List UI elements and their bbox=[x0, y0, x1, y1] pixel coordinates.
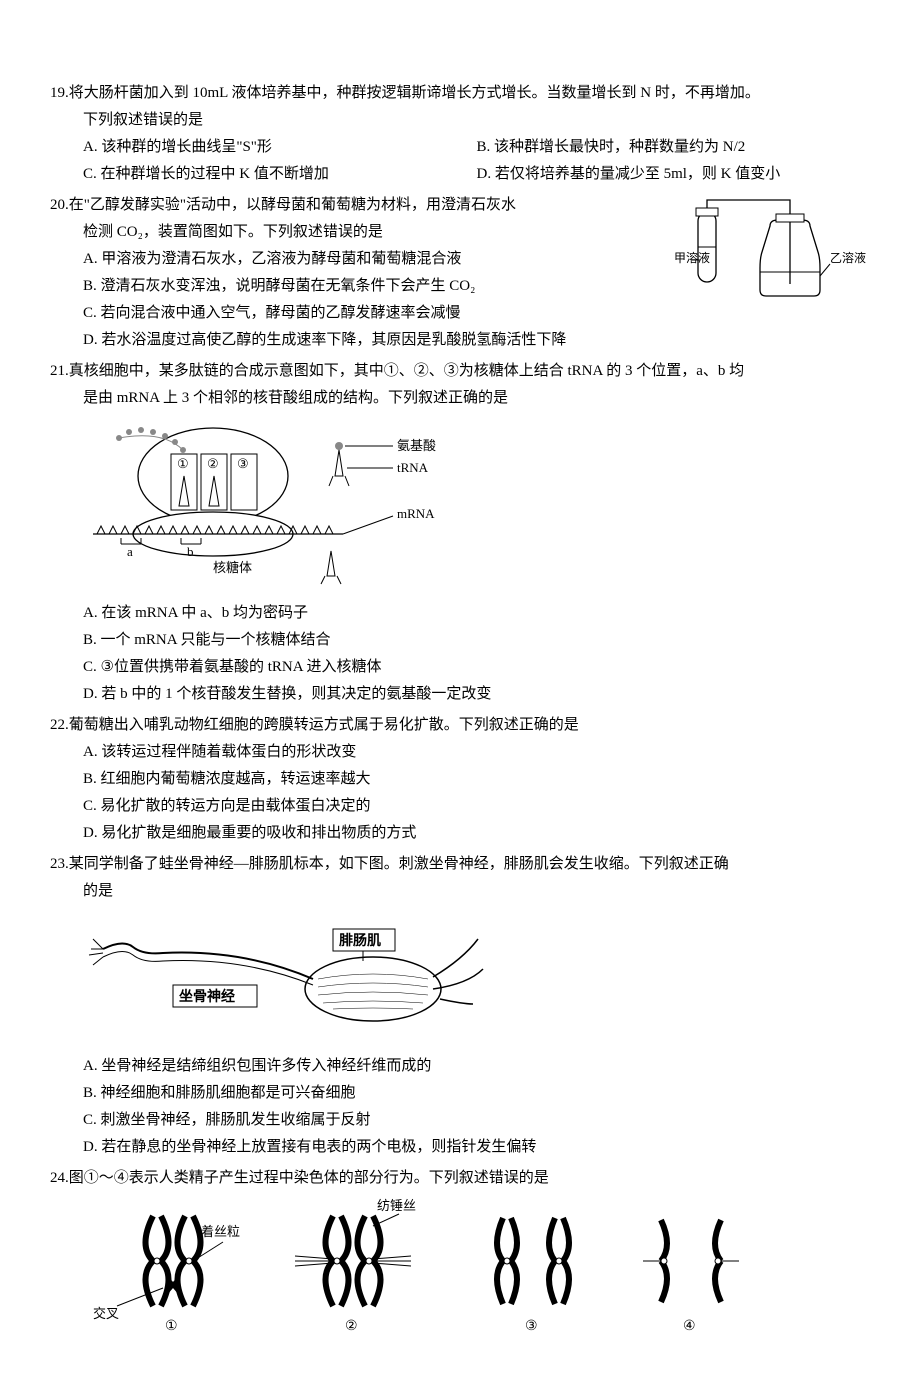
q23-stem2: 的是 bbox=[50, 878, 870, 905]
q22-stem: 22.葡萄糖出入哺乳动物红细胞的跨膜转运方式属于易化扩散。下列叙述正确的是 bbox=[50, 712, 870, 739]
q20-stem1: 在"乙醇发酵实验"活动中，以酵母菌和葡萄糖为材料，用澄清石灰水 bbox=[69, 197, 516, 213]
q21-option-a: A. 在该 mRNA 中 a、b 均为密码子 bbox=[50, 600, 870, 627]
q21-option-b: B. 一个 mRNA 只能与一个核糖体结合 bbox=[50, 627, 870, 654]
q23-option-d: D. 若在静息的坐骨神经上放置接有电表的两个电极，则指针发生偏转 bbox=[50, 1134, 870, 1161]
q22-number: 22. bbox=[50, 717, 69, 733]
q22-option-d: D. 易化扩散是细胞最重要的吸收和排出物质的方式 bbox=[50, 820, 870, 847]
q24-mark3: ③ bbox=[525, 1319, 538, 1334]
q20-label-left: 甲溶液 bbox=[674, 250, 710, 265]
q20-figure: 甲溶液 乙溶液 bbox=[670, 192, 870, 322]
q21-option-c: C. ③位置供携带着氨基酸的 tRNA 进入核糖体 bbox=[50, 654, 870, 681]
q23-figure: 坐骨神经 腓肠肌 bbox=[83, 909, 870, 1049]
q24-mark2: ② bbox=[345, 1319, 358, 1334]
q21-stem2: 是由 mRNA 上 3 个相邻的核苷酸组成的结构。下列叙述正确的是 bbox=[50, 385, 870, 412]
q24-figure: 着丝粒 交叉 ① 纺锤丝 bbox=[83, 1196, 870, 1346]
q20-label-right: 乙溶液 bbox=[830, 250, 866, 265]
q19-option-c: C. 在种群增长的过程中 K 值不断增加 bbox=[83, 161, 477, 188]
q19-option-d: D. 若仅将培养基的量减少至 5ml，则 K 值变小 bbox=[477, 161, 871, 188]
question-21: 21.真核细胞中，某多肽链的合成示意图如下，其中①、②、③为核糖体上结合 tRN… bbox=[50, 358, 870, 708]
q21-label-a: a bbox=[127, 544, 133, 559]
q23-stem: 23.某同学制备了蛙坐骨神经—腓肠肌标本，如下图。刺激坐骨神经，腓肠肌会发生收缩… bbox=[50, 851, 870, 878]
q21-figure: ① ② ③ bbox=[83, 416, 870, 596]
question-22: 22.葡萄糖出入哺乳动物红细胞的跨膜转运方式属于易化扩散。下列叙述正确的是 A.… bbox=[50, 712, 870, 847]
q21-label-trna: tRNA bbox=[397, 460, 429, 475]
q21-label-ribo: 核糖体 bbox=[213, 560, 252, 575]
q24-mark1: ① bbox=[165, 1319, 178, 1334]
q21-stem1: 真核细胞中，某多肽链的合成示意图如下，其中①、②、③为核糖体上结合 tRNA 的… bbox=[69, 363, 744, 379]
q23-nerve-svg: 坐骨神经 腓肠肌 bbox=[83, 909, 503, 1039]
q20-apparatus-svg: 甲溶液 乙溶液 bbox=[670, 192, 870, 312]
q23-option-b: B. 神经细胞和腓肠肌细胞都是可兴奋细胞 bbox=[50, 1080, 870, 1107]
q21-mark1: ① bbox=[177, 456, 189, 471]
q24-stem-text: 图①～④表示人类精子产生过程中染色体的部分行为。下列叙述错误的是 bbox=[69, 1170, 549, 1186]
q21-stem: 21.真核细胞中，某多肽链的合成示意图如下，其中①、②、③为核糖体上结合 tRN… bbox=[50, 358, 870, 385]
q22-option-b: B. 红细胞内葡萄糖浓度越高，转运速率越大 bbox=[50, 766, 870, 793]
q24-chromosome-svg: 着丝粒 交叉 ① 纺锤丝 bbox=[83, 1196, 763, 1336]
question-24: 24.图①～④表示人类精子产生过程中染色体的部分行为。下列叙述错误的是 着丝粒 … bbox=[50, 1165, 870, 1346]
q21-option-d: D. 若 b 中的 1 个核苷酸发生替换，则其决定的氨基酸一定改变 bbox=[50, 681, 870, 708]
q19-options-row2: C. 在种群增长的过程中 K 值不断增加 D. 若仅将培养基的量减少至 5ml，… bbox=[50, 161, 870, 188]
q21-mark2: ② bbox=[207, 456, 219, 471]
q24-mark4: ④ bbox=[683, 1319, 696, 1334]
question-19: 19.将大肠杆菌加入到 10mL 液体培养基中，种群按逻辑斯谛增长方式增长。当数… bbox=[50, 80, 870, 188]
q24-number: 24. bbox=[50, 1170, 69, 1186]
q20-number: 20. bbox=[50, 197, 69, 213]
q21-label-mrna: mRNA bbox=[397, 506, 435, 521]
q22-option-c: C. 易化扩散的转运方向是由载体蛋白决定的 bbox=[50, 793, 870, 820]
q24-label-spindle: 纺锤丝 bbox=[377, 1198, 416, 1213]
q24-label-cross: 交叉 bbox=[93, 1306, 119, 1321]
q23-option-a: A. 坐骨神经是结缔组织包围许多传入神经纤维而成的 bbox=[50, 1053, 870, 1080]
q19-options-row1: A. 该种群的增长曲线呈"S"形 B. 该种群增长最快时，种群数量约为 N/2 bbox=[50, 134, 870, 161]
question-23: 23.某同学制备了蛙坐骨神经—腓肠肌标本，如下图。刺激坐骨神经，腓肠肌会发生收缩… bbox=[50, 851, 870, 1161]
q19-number: 19. bbox=[50, 85, 69, 101]
question-20: 甲溶液 乙溶液 20.在"乙醇发酵实验"活动中，以酵母菌和葡萄糖为材料，用澄清石… bbox=[50, 192, 870, 354]
q19-stem: 19.将大肠杆菌加入到 10mL 液体培养基中，种群按逻辑斯谛增长方式增长。当数… bbox=[50, 80, 870, 107]
q19-option-a: A. 该种群的增长曲线呈"S"形 bbox=[83, 134, 477, 161]
q21-ribosome-svg: ① ② ③ bbox=[83, 416, 483, 586]
q22-stem-text: 葡萄糖出入哺乳动物红细胞的跨膜转运方式属于易化扩散。下列叙述正确的是 bbox=[69, 717, 579, 733]
q23-option-c: C. 刺激坐骨神经，腓肠肌发生收缩属于反射 bbox=[50, 1107, 870, 1134]
q23-label-nerve: 坐骨神经 bbox=[179, 988, 235, 1005]
q21-mark3: ③ bbox=[237, 456, 249, 471]
q21-label-aa: 氨基酸 bbox=[397, 438, 436, 453]
q19-stem2: 下列叙述错误的是 bbox=[50, 107, 870, 134]
q21-number: 21. bbox=[50, 363, 69, 379]
q22-option-a: A. 该转运过程伴随着载体蛋白的形状改变 bbox=[50, 739, 870, 766]
q23-label-muscle: 腓肠肌 bbox=[339, 933, 381, 949]
q20-option-d: D. 若水浴温度过高使乙醇的生成速率下降，其原因是乳酸脱氢酶活性下降 bbox=[50, 327, 870, 354]
q24-stem: 24.图①～④表示人类精子产生过程中染色体的部分行为。下列叙述错误的是 bbox=[50, 1165, 870, 1192]
q19-option-b: B. 该种群增长最快时，种群数量约为 N/2 bbox=[477, 134, 871, 161]
q23-stem1: 某同学制备了蛙坐骨神经—腓肠肌标本，如下图。刺激坐骨神经，腓肠肌会发生收缩。下列… bbox=[69, 856, 729, 872]
q21-label-b: b bbox=[187, 544, 194, 559]
q24-label-centromere: 着丝粒 bbox=[201, 1224, 240, 1239]
q19-stem1: 将大肠杆菌加入到 10mL 液体培养基中，种群按逻辑斯谛增长方式增长。当数量增长… bbox=[69, 85, 760, 101]
q23-number: 23. bbox=[50, 856, 69, 872]
